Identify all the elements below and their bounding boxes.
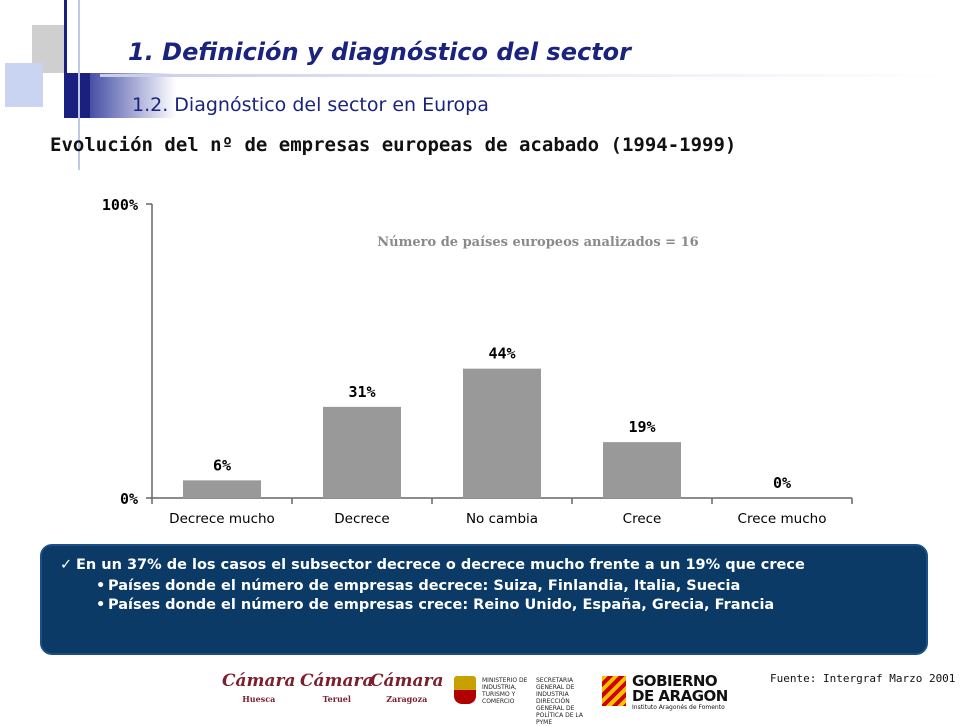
y-tick-label: 0% xyxy=(120,490,138,508)
source-note: Fuente: Intergraf Marzo 2001 xyxy=(770,672,956,685)
summary-callout: ✓ En un 37% de los casos el subsector de… xyxy=(40,544,928,655)
logo-camara-zaragoza: Cámara Zaragoza xyxy=(370,671,444,704)
coat-of-arms-icon xyxy=(454,676,476,704)
logo-camara-teruel: Cámara Teruel xyxy=(300,671,374,704)
bar xyxy=(463,368,541,498)
bar-value-label: 6% xyxy=(213,456,231,474)
decorative-horizontal-line xyxy=(100,74,950,77)
logo-ministerio: MINISTERIO DE INDUSTRIA, TURISMO Y COMER… xyxy=(454,674,594,726)
callout-bullet: Países donde el número de empresas decre… xyxy=(96,577,912,596)
callout-bullet: Países donde el número de empresas crece… xyxy=(96,596,912,615)
x-tick-label: Decrece xyxy=(334,511,389,527)
callout-bullet-list: Países donde el número de empresas decre… xyxy=(60,577,912,615)
bar xyxy=(323,406,401,498)
bar-value-label: 44% xyxy=(488,345,515,363)
bar xyxy=(183,480,261,498)
bar-value-label: 19% xyxy=(628,418,655,436)
logo-gobierno-aragon: GOBIERNO DE ARAGON Instituto Aragonés de… xyxy=(602,672,732,712)
x-tick-label: No cambia xyxy=(466,511,538,527)
y-tick-label: 100% xyxy=(102,196,138,214)
x-tick-label: Crece xyxy=(623,511,662,527)
callout-main-text: En un 37% de los casos el subsector decr… xyxy=(76,557,805,573)
decorative-square-light-blue xyxy=(5,63,43,107)
chart-annotation: Número de países europeos analizados = 1… xyxy=(377,235,698,250)
checkmark-icon: ✓ xyxy=(60,557,73,573)
page-subtitle: 1.2. Diagnóstico del sector en Europa xyxy=(132,94,489,116)
logo-camara-huesca: Cámara Huesca xyxy=(222,671,296,704)
bar-value-label: 31% xyxy=(348,383,375,401)
decorative-vertical-line-light xyxy=(78,0,80,170)
decorative-vertical-line-dark xyxy=(64,0,67,118)
x-tick-label: Crece mucho xyxy=(738,511,827,527)
page-title: 1. Definición y diagnóstico del sector xyxy=(128,38,631,66)
bar-chart: Número de países europeos analizados = 1… xyxy=(102,196,853,527)
bar-value-label: 0% xyxy=(773,474,791,492)
x-tick-label: Decrece mucho xyxy=(169,511,275,527)
aragon-flag-icon xyxy=(602,676,626,706)
bar xyxy=(603,442,681,498)
chart-heading: Evolución del nº de empresas europeas de… xyxy=(50,134,737,156)
